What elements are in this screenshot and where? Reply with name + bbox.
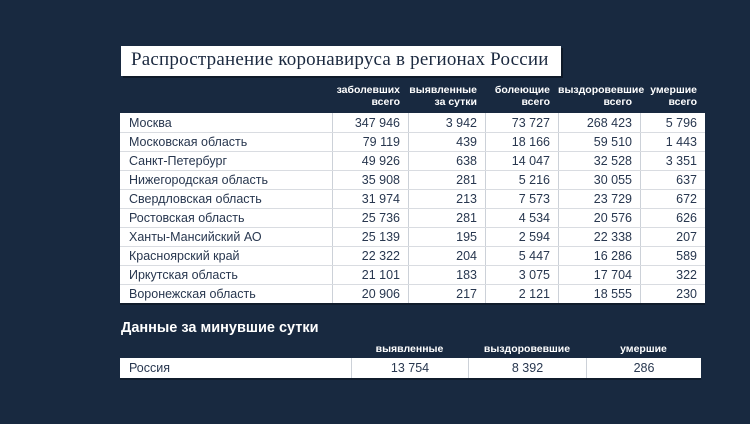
value-cell: 2 594 [485, 228, 558, 246]
russia-header-recovered: выздоровевшие [483, 343, 571, 355]
value-cell: 14 047 [485, 152, 558, 170]
region-name-cell: Санкт-Петербург [129, 154, 228, 168]
table-row: Ханты-Мансийский АО 25 139 195 2 594 22 … [120, 227, 705, 246]
table-row: Санкт-Петербург 49 926 638 14 047 32 528… [120, 151, 705, 170]
regions-header-new-per-day: выявленные за сутки [409, 83, 477, 109]
value-cell: 195 [408, 228, 485, 246]
value-cell: 5 447 [485, 247, 558, 265]
region-name-cell: Красноярский край [129, 249, 240, 263]
region-name-cell: Московская область [129, 135, 248, 149]
regions-header-recovered-total: выздоровевшие всего [558, 83, 645, 109]
value-cell: 21 101 [332, 266, 408, 284]
value-cell: 59 510 [558, 133, 640, 151]
value-cell: 638 [408, 152, 485, 170]
value-cell: 183 [408, 266, 485, 284]
value-cell: 268 423 [558, 113, 640, 132]
value-cell: 3 942 [408, 113, 485, 132]
regions-header-sick-total: болеющие всего [494, 83, 550, 109]
region-name-cell: Свердловская область [129, 192, 262, 206]
region-name-cell: Ростовская область [129, 211, 245, 225]
value-cell: 16 286 [558, 247, 640, 265]
daily-section-heading: Данные за минувшие сутки [121, 320, 319, 336]
russia-header-new: выявленные [375, 343, 444, 355]
regions-table-body: Москва 347 946 3 942 73 727 268 423 5 79… [120, 113, 705, 303]
value-cell: 18 166 [485, 133, 558, 151]
regions-table-header: заболевших всего выявленные за сутки бол… [120, 82, 705, 113]
value-cell: 22 322 [332, 247, 408, 265]
regions-table: заболевших всего выявленные за сутки бол… [120, 82, 705, 303]
region-name-cell: Воронежская область [129, 287, 256, 301]
table-row: Воронежская область 20 906 217 2 121 18 … [120, 284, 705, 303]
title-box: Распространение коронавируса в регионах … [121, 46, 561, 76]
value-cell: 3 075 [485, 266, 558, 284]
table-row: Иркутская область 21 101 183 3 075 17 70… [120, 265, 705, 284]
daily-value-cell: 286 [586, 358, 701, 378]
value-cell: 25 736 [332, 209, 408, 227]
value-cell: 17 704 [558, 266, 640, 284]
daily-value-cell: 13 754 [351, 358, 468, 378]
table-row: Красноярский край 22 322 204 5 447 16 28… [120, 246, 705, 265]
value-cell: 18 555 [558, 285, 640, 303]
table-row: Московская область 79 119 439 18 166 59 … [120, 132, 705, 151]
value-cell: 213 [408, 190, 485, 208]
table-row: Москва 347 946 3 942 73 727 268 423 5 79… [120, 113, 705, 132]
value-cell: 217 [408, 285, 485, 303]
value-cell: 32 528 [558, 152, 640, 170]
value-cell: 5 796 [640, 113, 705, 132]
value-cell: 347 946 [332, 113, 408, 132]
value-cell: 23 729 [558, 190, 640, 208]
value-cell: 20 906 [332, 285, 408, 303]
region-name-cell: Нижегородская область [129, 173, 268, 187]
value-cell: 281 [408, 209, 485, 227]
value-cell: 4 534 [485, 209, 558, 227]
region-name-cell: Москва [129, 115, 172, 130]
table-row: Нижегородская область 35 908 281 5 216 3… [120, 170, 705, 189]
regions-header-infected-total: заболевших всего [336, 83, 400, 109]
region-name-cell: Ханты-Мансийский АО [129, 230, 262, 244]
value-cell: 49 926 [332, 152, 408, 170]
page-title: Распространение коронавируса в регионах … [131, 49, 549, 70]
value-cell: 3 351 [640, 152, 705, 170]
header-spacer [120, 343, 351, 355]
value-cell: 204 [408, 247, 485, 265]
value-cell: 672 [640, 190, 705, 208]
value-cell: 230 [640, 285, 705, 303]
region-name-cell: Иркутская область [129, 268, 238, 282]
daily-value-cell: 8 392 [468, 358, 586, 378]
value-cell: 79 119 [332, 133, 408, 151]
table-row: Ростовская область 25 736 281 4 534 20 5… [120, 208, 705, 227]
value-cell: 5 216 [485, 171, 558, 189]
value-cell: 1 443 [640, 133, 705, 151]
russia-header-deaths: умершие [620, 343, 667, 355]
russia-table: выявленные выздоровевшие умершие Россия … [120, 343, 701, 378]
value-cell: 207 [640, 228, 705, 246]
value-cell: 322 [640, 266, 705, 284]
regions-header-deaths-total: умершие всего [650, 83, 697, 109]
value-cell: 637 [640, 171, 705, 189]
table-row: Свердловская область 31 974 213 7 573 23… [120, 189, 705, 208]
value-cell: 439 [408, 133, 485, 151]
value-cell: 589 [640, 247, 705, 265]
value-cell: 35 908 [332, 171, 408, 189]
value-cell: 281 [408, 171, 485, 189]
value-cell: 626 [640, 209, 705, 227]
value-cell: 25 139 [332, 228, 408, 246]
country-name-cell: Россия [129, 361, 170, 375]
value-cell: 7 573 [485, 190, 558, 208]
value-cell: 73 727 [485, 113, 558, 132]
russia-row: Россия 13 754 8 392 286 [120, 358, 701, 378]
value-cell: 22 338 [558, 228, 640, 246]
value-cell: 30 055 [558, 171, 640, 189]
value-cell: 2 121 [485, 285, 558, 303]
value-cell: 20 576 [558, 209, 640, 227]
value-cell: 31 974 [332, 190, 408, 208]
russia-table-header: выявленные выздоровевшие умершие [120, 343, 701, 358]
